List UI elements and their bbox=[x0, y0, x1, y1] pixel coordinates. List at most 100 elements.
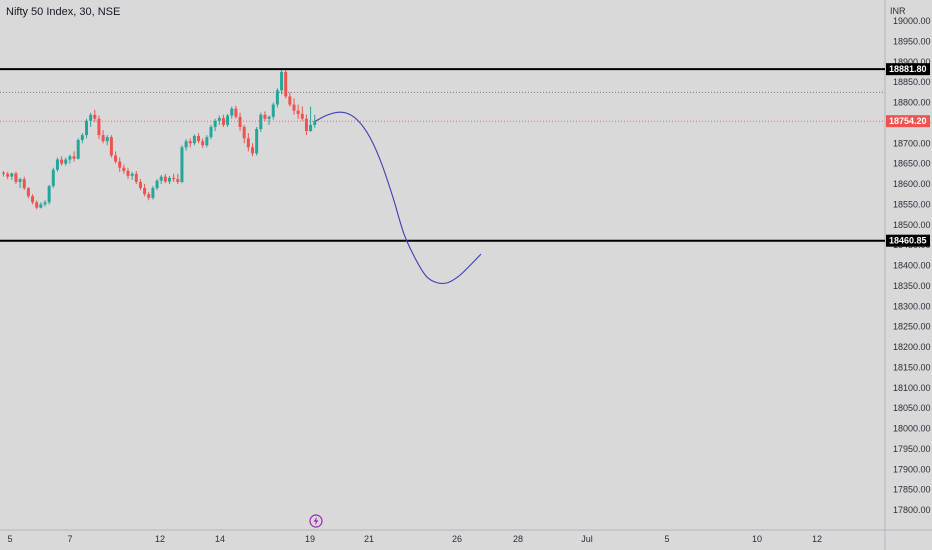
candle bbox=[101, 130, 105, 144]
candle bbox=[147, 192, 151, 201]
candle bbox=[259, 112, 263, 132]
last-price-badge: 18754.20 bbox=[886, 115, 930, 128]
candle bbox=[163, 173, 167, 184]
candle bbox=[176, 173, 180, 184]
candle bbox=[6, 171, 10, 180]
candle bbox=[35, 200, 39, 210]
candle bbox=[292, 98, 296, 115]
candle bbox=[126, 167, 130, 180]
x-tick-label: 19 bbox=[305, 534, 315, 544]
candle bbox=[313, 114, 317, 128]
candle bbox=[238, 112, 242, 132]
currency-label: INR bbox=[890, 6, 906, 16]
y-tick-label: 18150.00 bbox=[893, 362, 931, 372]
candle bbox=[122, 164, 126, 174]
candle bbox=[201, 138, 205, 149]
y-tick-label: 18350.00 bbox=[893, 281, 931, 291]
candle bbox=[275, 88, 279, 108]
chart-title: Nifty 50 Index, 30, NSE bbox=[6, 6, 121, 18]
candle bbox=[284, 67, 288, 99]
x-tick-label: 7 bbox=[67, 534, 72, 544]
candle bbox=[172, 173, 176, 182]
candle bbox=[118, 157, 122, 172]
candle bbox=[14, 171, 18, 184]
candle bbox=[188, 138, 192, 148]
svg-text:18460.85: 18460.85 bbox=[889, 236, 927, 246]
candle bbox=[105, 135, 109, 146]
y-tick-label: 18200.00 bbox=[893, 342, 931, 352]
candle bbox=[143, 184, 147, 197]
candle bbox=[209, 124, 213, 140]
candle bbox=[251, 143, 254, 157]
candle bbox=[10, 172, 14, 180]
projection-curve[interactable] bbox=[315, 111, 482, 285]
y-tick-label: 18000.00 bbox=[893, 424, 931, 434]
candle bbox=[114, 151, 118, 164]
candle bbox=[64, 157, 68, 166]
candle bbox=[18, 177, 22, 189]
y-tick-label: 17800.00 bbox=[893, 505, 931, 515]
candle bbox=[288, 92, 292, 107]
candle bbox=[26, 187, 30, 199]
candle bbox=[221, 114, 225, 127]
y-tick-label: 18400.00 bbox=[893, 261, 931, 271]
candle bbox=[109, 135, 113, 158]
level-price-badge: 18881.80 bbox=[886, 63, 930, 76]
candle bbox=[134, 170, 138, 184]
candle bbox=[89, 112, 93, 127]
candle bbox=[22, 176, 26, 191]
candle bbox=[168, 175, 171, 184]
x-tick-label: 28 bbox=[513, 534, 523, 544]
candle bbox=[55, 157, 59, 172]
candle bbox=[300, 106, 304, 121]
candle bbox=[192, 134, 196, 146]
candle bbox=[280, 68, 284, 95]
candle bbox=[31, 194, 35, 205]
x-tick-label: 10 bbox=[752, 534, 762, 544]
candle bbox=[51, 167, 55, 189]
candle bbox=[151, 186, 155, 200]
lightning-icon[interactable] bbox=[309, 514, 323, 528]
y-tick-label: 18300.00 bbox=[893, 301, 931, 311]
candle bbox=[271, 102, 275, 120]
candle bbox=[180, 145, 184, 184]
y-tick-label: 18050.00 bbox=[893, 403, 931, 413]
candle bbox=[72, 151, 76, 162]
y-tick-label: 18800.00 bbox=[893, 98, 931, 108]
x-tick-label: 14 bbox=[215, 534, 225, 544]
candle bbox=[213, 118, 217, 132]
candle bbox=[39, 202, 43, 209]
y-tick-label: 17950.00 bbox=[893, 444, 931, 454]
candle bbox=[184, 139, 188, 151]
candle bbox=[155, 179, 159, 191]
currency-text: INR bbox=[890, 6, 906, 16]
candle bbox=[47, 184, 51, 205]
x-tick-label: 5 bbox=[7, 534, 12, 544]
candle bbox=[68, 154, 72, 164]
candle bbox=[60, 156, 64, 166]
y-tick-label: 18700.00 bbox=[893, 138, 931, 148]
candle bbox=[97, 115, 101, 140]
candle bbox=[85, 118, 88, 139]
candle bbox=[296, 104, 300, 119]
candle bbox=[2, 170, 5, 177]
svg-text:18881.80: 18881.80 bbox=[889, 64, 927, 74]
y-tick-label: 18850.00 bbox=[893, 77, 931, 87]
level-price-badge: 18460.85 bbox=[886, 234, 930, 247]
y-tick-label: 18250.00 bbox=[893, 322, 931, 332]
candle bbox=[43, 200, 47, 207]
x-tick-label: 21 bbox=[364, 534, 374, 544]
svg-text:18754.20: 18754.20 bbox=[889, 116, 927, 126]
y-tick-label: 17850.00 bbox=[893, 485, 931, 495]
x-tick-label: 5 bbox=[664, 534, 669, 544]
candle bbox=[226, 113, 230, 127]
y-tick-label: 18550.00 bbox=[893, 199, 931, 209]
y-tick-label: 18500.00 bbox=[893, 220, 931, 230]
candle bbox=[80, 133, 84, 144]
candle bbox=[76, 138, 80, 160]
candle bbox=[217, 115, 221, 125]
y-tick-label: 18950.00 bbox=[893, 36, 931, 46]
candle bbox=[197, 133, 201, 144]
